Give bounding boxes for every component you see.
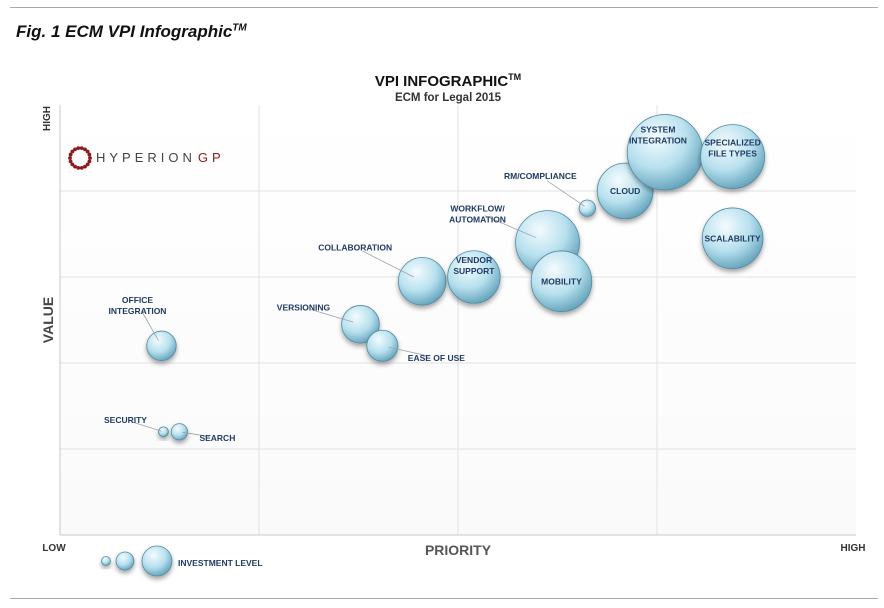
bubble-label: VERSIONING: [277, 302, 331, 312]
logo-dot: [70, 162, 75, 167]
x-axis-high-label: HIGH: [841, 543, 866, 554]
leader-line: [484, 215, 536, 238]
logo-mark: [68, 146, 92, 170]
bubble-label: CLOUD: [610, 186, 640, 196]
bubble-specialized-file-types: SPECIALIZED FILE TYPES: [700, 124, 766, 189]
bubble-label: SCALABILITY: [705, 233, 762, 243]
x-axis-low-label: LOW: [42, 543, 66, 554]
bubble-collaboration: COLLABORATION: [318, 242, 447, 306]
hyperion-gp-logo: HYPERION GP: [68, 146, 225, 170]
leader-line: [132, 421, 162, 432]
logo-dot: [76, 146, 81, 151]
bubble-label: OFFICE INTEGRATION: [109, 295, 167, 316]
logo-dot: [83, 147, 87, 152]
bubble-mark: [158, 426, 169, 438]
bubble-mark: [530, 250, 593, 313]
bubble-mobility: MOBILITY: [530, 250, 593, 313]
logo-dot: [83, 164, 87, 169]
logo-dot: [85, 162, 90, 167]
bubble-label: SYSTEM INTEGRATION: [629, 124, 687, 145]
logo-dot: [73, 147, 77, 152]
bubble-mark: [578, 199, 596, 217]
bubble-label: SPECIALIZED FILE TYPES: [705, 138, 761, 159]
chart-subtitle: ECM for Legal 2015: [395, 92, 502, 104]
bubble-layer: SECURITY SEARCH OFFICE INTEGRATION VERSIONIN…: [104, 114, 766, 443]
bubble-rm-compliance: RM/COMPLIANCE: [504, 171, 596, 217]
logo-dot: [73, 164, 77, 169]
logo-dot: [85, 149, 90, 154]
leader-line: [182, 431, 210, 437]
bubble-security: SECURITY: [104, 415, 169, 438]
logo-dot: [76, 165, 81, 170]
logo-dot: [68, 156, 72, 160]
legend-bubble-size-3: [141, 545, 173, 577]
bubble-mark: [447, 250, 501, 304]
x-axis-label: PRIORITY: [425, 542, 492, 558]
top-rule: [10, 7, 878, 8]
bubble-vendor-support: VENDOR SUPPORT: [447, 250, 501, 304]
bubble-label: EASE OF USE: [408, 353, 465, 363]
investment-level-legend: INVESTMENT LEVEL: [101, 545, 263, 577]
bubble-mark: [366, 329, 399, 362]
leader-line: [311, 309, 354, 323]
bubble-label: SECURITY: [104, 415, 147, 425]
bubble-mark: [397, 257, 447, 306]
bubble-label: RM/COMPLIANCE: [504, 171, 577, 181]
bubble-ease-of-use: EASE OF USE: [366, 329, 465, 363]
bubble-search: SEARCH: [170, 423, 235, 443]
logo-dot: [79, 146, 84, 151]
bubble-system-integration: SYSTEM INTEGRATION: [626, 114, 704, 191]
y-axis-high-label: HIGH: [42, 106, 53, 131]
bubble-office-integration: OFFICE INTEGRATION: [109, 295, 177, 361]
logo-dot: [68, 159, 73, 164]
logo-dot: [79, 165, 84, 170]
bubble-label: MOBILITY: [541, 276, 582, 286]
bottom-rule: [10, 598, 878, 599]
legend-bubble-size-1: [101, 556, 111, 566]
legend-bubble-size-2: [115, 551, 135, 571]
bubble-versioning: VERSIONING: [277, 302, 380, 344]
grid: [60, 105, 856, 535]
bubble-mark: [700, 124, 766, 189]
bubble-mark: [146, 330, 177, 361]
logo-dot: [87, 152, 92, 157]
bubble-mark: [170, 423, 188, 441]
logo-text: HYPERION GP: [96, 150, 225, 165]
bubble-label: WORKFLOW/AUTOMATION: [449, 204, 506, 225]
chart-title: VPI INFOGRAPHICTM: [375, 72, 521, 90]
bubble-mark: [701, 207, 764, 270]
bubble-label: VENDOR SUPPORT: [453, 255, 495, 276]
bubble-label: COLLABORATION: [318, 242, 392, 252]
logo-dot: [68, 152, 73, 157]
leader-line: [362, 250, 414, 278]
logo-dot: [87, 159, 92, 164]
bubble-scalability: SCALABILITY: [701, 207, 764, 270]
leader-line: [388, 346, 429, 357]
figure-title: Fig. 1 ECM VPI InfographicTM: [16, 22, 247, 41]
logo-dot: [88, 156, 92, 160]
bubble-label: SEARCH: [199, 433, 235, 443]
leader-line: [546, 180, 585, 207]
logo-dot: [70, 149, 75, 154]
y-axis-label: VALUE: [40, 297, 56, 343]
bubble-mark: [341, 305, 380, 344]
investment-level-label: INVESTMENT LEVEL: [178, 558, 263, 568]
leader-line: [141, 310, 159, 341]
